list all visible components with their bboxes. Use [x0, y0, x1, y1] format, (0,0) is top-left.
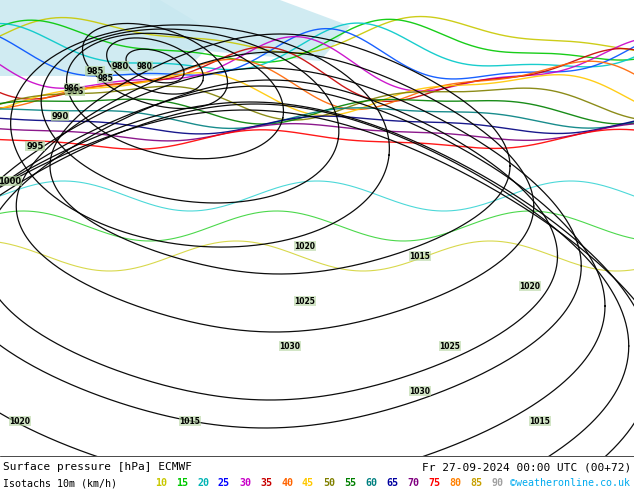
- Text: 1015: 1015: [179, 416, 200, 425]
- Text: 65: 65: [386, 478, 398, 488]
- Text: 1025: 1025: [295, 296, 316, 305]
- Text: Isotachs 10m (km/h): Isotachs 10m (km/h): [3, 478, 117, 488]
- Text: 15: 15: [176, 478, 188, 488]
- Text: 80: 80: [449, 478, 461, 488]
- Text: 985: 985: [97, 74, 113, 82]
- Text: 985: 985: [86, 67, 104, 75]
- Text: 980: 980: [137, 62, 153, 71]
- Text: ©weatheronline.co.uk: ©weatheronline.co.uk: [510, 478, 630, 488]
- Text: 980: 980: [112, 62, 129, 71]
- Text: 995: 995: [27, 142, 44, 150]
- Polygon shape: [0, 0, 220, 76]
- Text: 85: 85: [470, 478, 482, 488]
- Text: 986: 986: [64, 83, 80, 93]
- Text: 990: 990: [51, 112, 68, 121]
- Text: 25: 25: [218, 478, 230, 488]
- Text: 20: 20: [197, 478, 209, 488]
- FancyBboxPatch shape: [0, 456, 634, 490]
- Text: 1015: 1015: [410, 251, 430, 261]
- Text: 45: 45: [302, 478, 314, 488]
- Text: 40: 40: [281, 478, 293, 488]
- Text: 1030: 1030: [280, 342, 301, 350]
- Text: 55: 55: [344, 478, 356, 488]
- Text: 1030: 1030: [410, 387, 430, 395]
- Text: 1000: 1000: [0, 176, 22, 186]
- Text: 1015: 1015: [529, 416, 550, 425]
- Polygon shape: [150, 0, 350, 61]
- Text: 90: 90: [491, 478, 503, 488]
- Text: 75: 75: [428, 478, 440, 488]
- Text: 1020: 1020: [295, 242, 316, 250]
- Text: 70: 70: [407, 478, 419, 488]
- Text: 986: 986: [67, 87, 84, 96]
- Text: 50: 50: [323, 478, 335, 488]
- Text: 1020: 1020: [10, 416, 30, 425]
- Text: 1020: 1020: [519, 281, 541, 291]
- Text: 35: 35: [260, 478, 272, 488]
- Text: Fr 27-09-2024 00:00 UTC (00+72): Fr 27-09-2024 00:00 UTC (00+72): [422, 462, 631, 472]
- Text: 1025: 1025: [439, 342, 460, 350]
- Text: 10: 10: [155, 478, 167, 488]
- Text: 30: 30: [239, 478, 251, 488]
- Text: Surface pressure [hPa] ECMWF: Surface pressure [hPa] ECMWF: [3, 462, 192, 472]
- Text: 60: 60: [365, 478, 377, 488]
